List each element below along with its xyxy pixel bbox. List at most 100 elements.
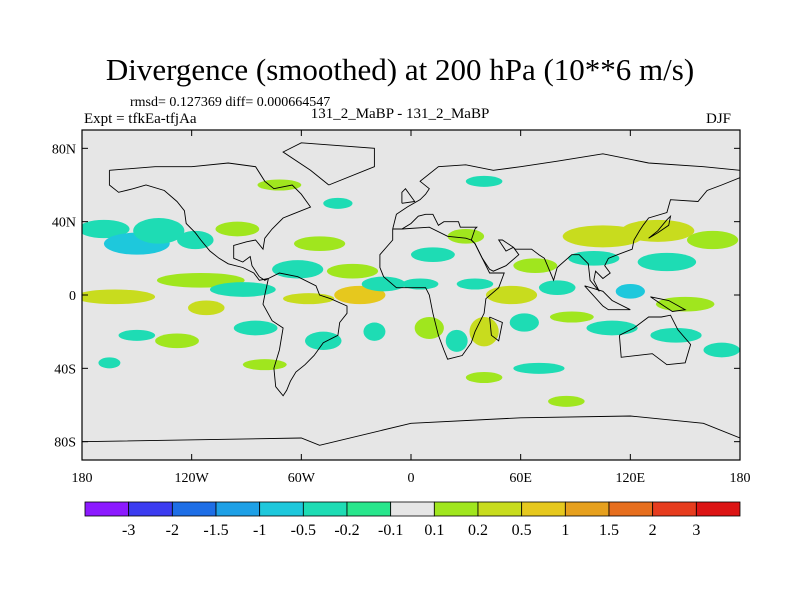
coastline (648, 214, 672, 239)
y-tick-label: 80N (52, 142, 76, 157)
x-tick-label: 180 (730, 471, 751, 486)
contour-region (401, 278, 439, 290)
colorbar-swatch (477, 501, 523, 517)
x-tick-label: 60E (509, 471, 532, 486)
coastline (650, 296, 687, 312)
contour-region (445, 329, 468, 352)
contour-region (209, 282, 276, 297)
coastline (262, 272, 348, 397)
y-tick-label: 40S (54, 362, 76, 377)
colorbar-label: 0.2 (468, 522, 488, 539)
colorbar-label: 1 (561, 522, 569, 539)
colorbar-label: -0.1 (378, 522, 403, 539)
y-tick-label: 40N (52, 216, 76, 231)
contour-region (538, 280, 576, 295)
coastline (379, 226, 505, 360)
coastline (618, 314, 692, 366)
contour-region (655, 296, 715, 312)
contour-region (118, 329, 156, 341)
x-axis: 180 120W 60W 0 60E 120E 180 (72, 130, 751, 486)
contour-region (615, 284, 645, 299)
colorbar-swatch (84, 501, 130, 517)
contour-region (133, 218, 185, 244)
y-axis: 80N 40N 0 40S 80S (52, 142, 740, 451)
contour-region (98, 357, 121, 369)
contour-region (447, 229, 485, 244)
y-tick-label: 0 (69, 289, 76, 304)
contour-region (82, 289, 156, 305)
colorbar-swatch (521, 501, 566, 517)
contour-region (257, 179, 302, 191)
colorbar-swatch (433, 501, 479, 517)
colorbar-swatch (695, 501, 741, 517)
coastline (282, 142, 375, 186)
colorbar-label: 0.5 (512, 522, 532, 539)
contour-region (568, 251, 620, 266)
x-tick-label: 180 (72, 471, 93, 486)
coastlines (82, 142, 740, 446)
contour-region (549, 311, 594, 323)
chart-subtitle: 131_2_MaBP - 131_2_MaBP (310, 106, 490, 122)
colorbar-swatch (302, 501, 348, 517)
contour-region (283, 293, 335, 305)
coastline (108, 162, 312, 281)
contour-region (155, 333, 199, 349)
colorbar-label: 0.1 (424, 522, 444, 539)
x-tick-label: 120W (175, 471, 210, 486)
x-tick-label: 60W (288, 471, 316, 486)
contour-region (233, 320, 278, 336)
y-tick-label: 80S (54, 436, 76, 451)
contour-region (323, 197, 353, 209)
colorbar-label: 2 (649, 522, 657, 539)
contour-region (485, 285, 538, 305)
contour-region (304, 331, 342, 351)
contour-region (465, 372, 503, 383)
contour-region (215, 221, 260, 237)
colorbar-label: -0.2 (334, 522, 359, 539)
colorbar: -3 -2 -1.5 -1 -0.5 -0.2 -0.1 0.1 0.2 0.5 1 1.5 2 3 (84, 501, 741, 539)
contour-region (361, 276, 406, 292)
contour-region (703, 342, 740, 358)
contour-region (686, 230, 739, 250)
contour-region (650, 328, 702, 343)
contour-region (465, 175, 503, 187)
colorbar-label: 1.5 (599, 522, 619, 539)
contour-region (363, 322, 386, 341)
contour-region (513, 258, 558, 273)
colorbar-swatch (652, 501, 697, 517)
coastline (392, 153, 740, 292)
colorbar-swatch (259, 501, 304, 517)
colorbar-swatch (128, 501, 173, 517)
colorbar-label: 3 (692, 522, 700, 539)
contour-region (456, 278, 494, 290)
x-tick-label: 0 (408, 471, 415, 486)
chart-title: Divergence (smoothed) at 200 hPa (10**6 … (105, 52, 695, 87)
contour-region (177, 230, 214, 250)
colorbar-swatch (390, 501, 435, 517)
contour-region (509, 313, 539, 332)
contour-region (272, 260, 324, 279)
contour-region (82, 219, 130, 239)
colorbar-swatch (564, 501, 610, 517)
coastline (584, 285, 631, 311)
stats-text: rmsd= 0.127369 diff= 0.000664547 (130, 95, 331, 110)
colorbar-swatch (346, 501, 392, 517)
contour-region (469, 317, 499, 347)
season-label: DJF (706, 111, 732, 127)
x-tick-label: 120E (616, 471, 646, 486)
expt-label: Expt = tfkEa-tfjAa (84, 111, 197, 127)
colorbar-label: -2 (166, 522, 179, 539)
colorbar-label: -1 (253, 522, 266, 539)
contour-region (548, 395, 585, 407)
contour-region (242, 359, 287, 371)
contour-region (637, 252, 697, 272)
contour-region (513, 362, 565, 374)
colorbar-label: -3 (122, 522, 135, 539)
contour-region (188, 300, 225, 316)
contour-region (586, 320, 638, 336)
colorbar-swatch (171, 501, 217, 517)
colorbar-swatch (608, 501, 654, 517)
contour-region (414, 317, 444, 339)
colorbar-swatch (215, 501, 261, 517)
